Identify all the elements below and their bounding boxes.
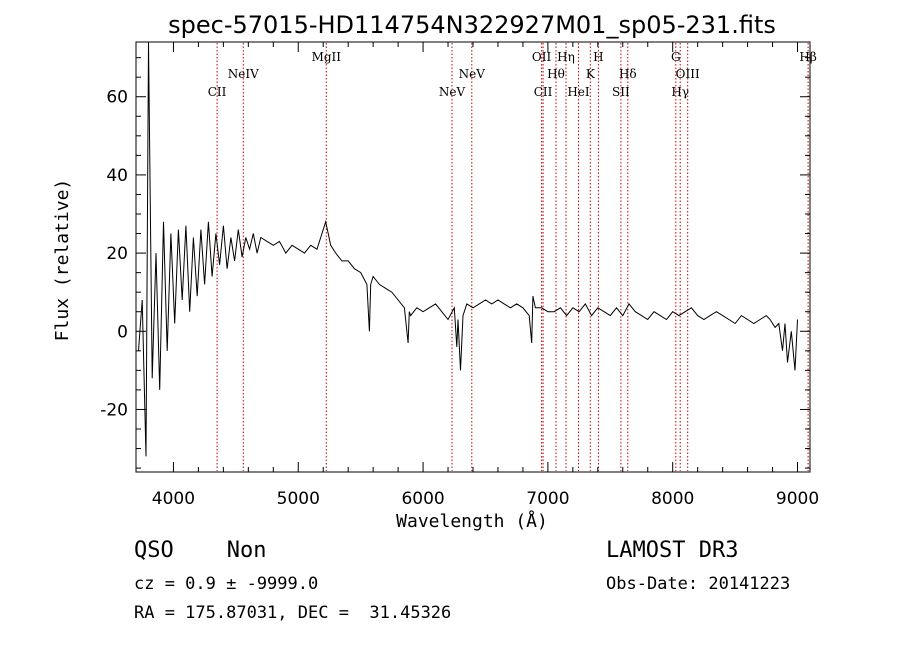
chart-title: spec-57015-HD114754N322927M01_sp05-231.f… bbox=[168, 11, 776, 39]
observation-date: Obs-Date: 20141223 bbox=[606, 574, 791, 594]
spectral-line-label: NeIV bbox=[228, 67, 259, 81]
spectral-line-label: OII bbox=[532, 50, 552, 64]
spectrum-line bbox=[138, 41, 798, 457]
x-tick-label: 5000 bbox=[277, 489, 320, 509]
x-tick-label: 9000 bbox=[776, 489, 819, 509]
spectral-line-label: MgII bbox=[312, 50, 342, 64]
spectral-line-labels: CIINeIVMgIINeVNeVOIICIIHθHηHeIKHSIIHδGHγ… bbox=[208, 50, 817, 99]
y-tick-label: 0 bbox=[117, 322, 128, 342]
y-tick-label: 60 bbox=[106, 88, 128, 108]
spectral-line-label: OIII bbox=[676, 67, 700, 81]
spectral-line-label: Hδ bbox=[619, 67, 637, 81]
spectral-line-label: K bbox=[586, 67, 596, 81]
x-tick-labels: 4000 5000 6000 7000 8000 9000 bbox=[152, 489, 819, 509]
spectral-line-label: CII bbox=[534, 85, 553, 99]
x-tick-label: 8000 bbox=[651, 489, 694, 509]
spectral-line-label: Hθ bbox=[547, 67, 565, 81]
spectral-line-label: Hγ bbox=[671, 85, 689, 99]
spectral-line-label: NeV bbox=[439, 85, 466, 99]
spectral-line-label: HeI bbox=[567, 85, 590, 99]
x-tick-label: 6000 bbox=[401, 489, 444, 509]
y-tick-label: -20 bbox=[100, 400, 128, 420]
coordinates-line: RA = 175.87031, DEC = 31.45326 bbox=[134, 603, 452, 623]
x-axis-label: Wavelength (Å) bbox=[396, 510, 548, 532]
object-class: QSO Non bbox=[134, 538, 267, 563]
spectral-line-label: SII bbox=[612, 85, 630, 99]
y-tick-label: 40 bbox=[106, 166, 128, 186]
redshift-line: cz = 0.9 ± -9999.0 bbox=[134, 574, 319, 594]
spectral-line-label: CII bbox=[208, 85, 227, 99]
x-tick-label: 7000 bbox=[526, 489, 569, 509]
spectral-line-label: G bbox=[671, 50, 681, 64]
spectral-line-label: H bbox=[593, 50, 603, 64]
y-tick-labels: -20 0 20 40 60 bbox=[100, 88, 128, 421]
axis-ticks bbox=[136, 42, 810, 472]
x-tick-label: 4000 bbox=[152, 489, 195, 509]
spectral-line-label: Hη bbox=[557, 50, 575, 64]
spectral-line-label: Hβ bbox=[799, 50, 816, 64]
spectral-line-markers bbox=[216, 43, 809, 471]
y-tick-label: 20 bbox=[106, 244, 128, 264]
spectral-line-label: NeV bbox=[459, 67, 486, 81]
survey-name: LAMOST DR3 bbox=[606, 538, 739, 563]
plot-frame bbox=[135, 41, 811, 473]
y-axis-label: Flux (relative) bbox=[52, 179, 73, 342]
